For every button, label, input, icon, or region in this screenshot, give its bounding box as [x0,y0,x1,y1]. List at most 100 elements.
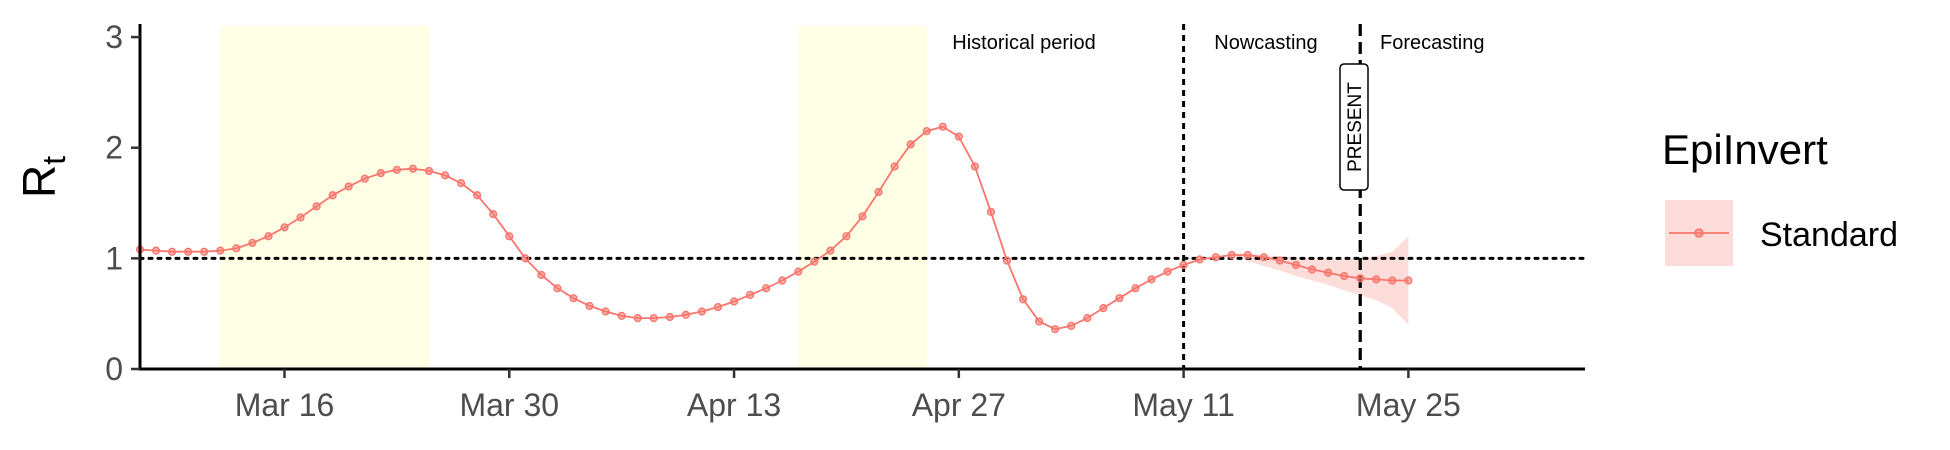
period-label-nowcasting: Nowcasting [1214,32,1317,54]
data-point [713,302,723,312]
data-point [697,307,707,316]
data-point [1083,314,1092,323]
y-tick-label: 3 [105,19,123,55]
x-tick-label: May 25 [1356,387,1461,423]
data-point [168,247,177,256]
data-point [1243,250,1252,260]
data-point [1195,255,1204,264]
data-point [762,284,771,293]
y-tick-label: 0 [105,351,123,387]
data-point [280,223,289,232]
data-point [681,310,690,319]
data-point [810,257,819,266]
period-label-forecasting: Forecasting [1380,32,1485,54]
data-point [248,238,257,247]
data-point [424,166,434,176]
data-point [184,247,193,256]
y-tick-label: 1 [105,240,123,276]
data-point [200,247,209,256]
data-point [906,140,915,149]
data-point [970,162,979,171]
y-axis-label-sub: t [36,156,72,165]
data-point [296,213,305,222]
data-point [778,276,787,285]
x-tick-label: Mar 16 [235,387,335,423]
data-point [408,164,418,173]
data-point [1099,304,1108,313]
y-axis-label: Rt [13,156,72,198]
data-point [328,191,337,200]
shaded-region-2 [798,26,927,369]
data-point [1259,253,1268,262]
x-tick-label: Apr 13 [687,387,781,423]
data-point [344,182,353,191]
present-box [1339,63,1369,191]
data-point [617,311,626,320]
data-point [649,314,658,323]
data-point [1388,276,1397,285]
data-point [392,165,401,174]
vertical-lines-layer [1182,24,1362,369]
data-point [440,171,450,180]
data-point [1179,260,1188,270]
data-point [312,202,321,211]
data-point [1227,250,1236,260]
data-point [858,212,867,221]
data-point [521,254,530,263]
data-point [874,187,883,197]
data-point [360,174,369,183]
present-label: PRESENT [1345,82,1366,172]
data-point [1051,325,1060,334]
y-axis-label-main: R [13,165,65,198]
data-point [569,294,578,303]
data-point [729,297,739,306]
data-point [794,267,803,276]
data-point [489,209,498,219]
shaded-region-1 [220,26,429,369]
period-label-historical: Historical period [952,32,1095,54]
data-point [1002,256,1012,265]
data-point [264,232,273,241]
x-tick-label: Apr 27 [912,387,1006,423]
data-point [1404,276,1413,285]
present-marker: PRESENT [1339,63,1369,191]
series-layer [135,122,1413,334]
x-tick-label: Mar 30 [459,387,559,423]
data-point [954,132,963,141]
data-point [151,246,161,255]
data-point [1131,284,1140,293]
data-point [1291,260,1301,270]
data-point [1275,256,1285,265]
data-point [986,207,996,216]
data-point [1035,317,1044,326]
shaded-periods [220,26,927,369]
legend-key-point [1694,228,1704,238]
data-point [537,270,546,280]
data-point [1372,275,1381,284]
data-point [826,246,835,255]
data-point [1067,321,1076,330]
data-point [1307,265,1317,274]
legend-label-standard: Standard [1760,216,1898,254]
data-point [505,232,514,241]
y-tick-label: 2 [105,130,123,166]
axes: 0 1 2 3 Mar 16 Mar 30 Apr 13 Apr 27 May 11 May 25 [105,19,1585,423]
data-point [1340,271,1349,281]
data-point [232,244,241,253]
data-point [457,179,466,188]
data-point [922,127,931,136]
data-point [216,246,225,255]
data-point [665,312,674,322]
data-point [1147,275,1156,284]
data-point [1018,295,1028,304]
data-point [746,290,755,299]
data-point [1115,294,1124,303]
data-point [473,191,482,200]
legend-title: EpiInvert [1662,126,1828,173]
data-point [633,314,642,323]
data-point [1211,253,1220,262]
data-point [553,284,562,293]
data-point [938,122,947,131]
legend: EpiInvert Standard [1662,126,1898,266]
